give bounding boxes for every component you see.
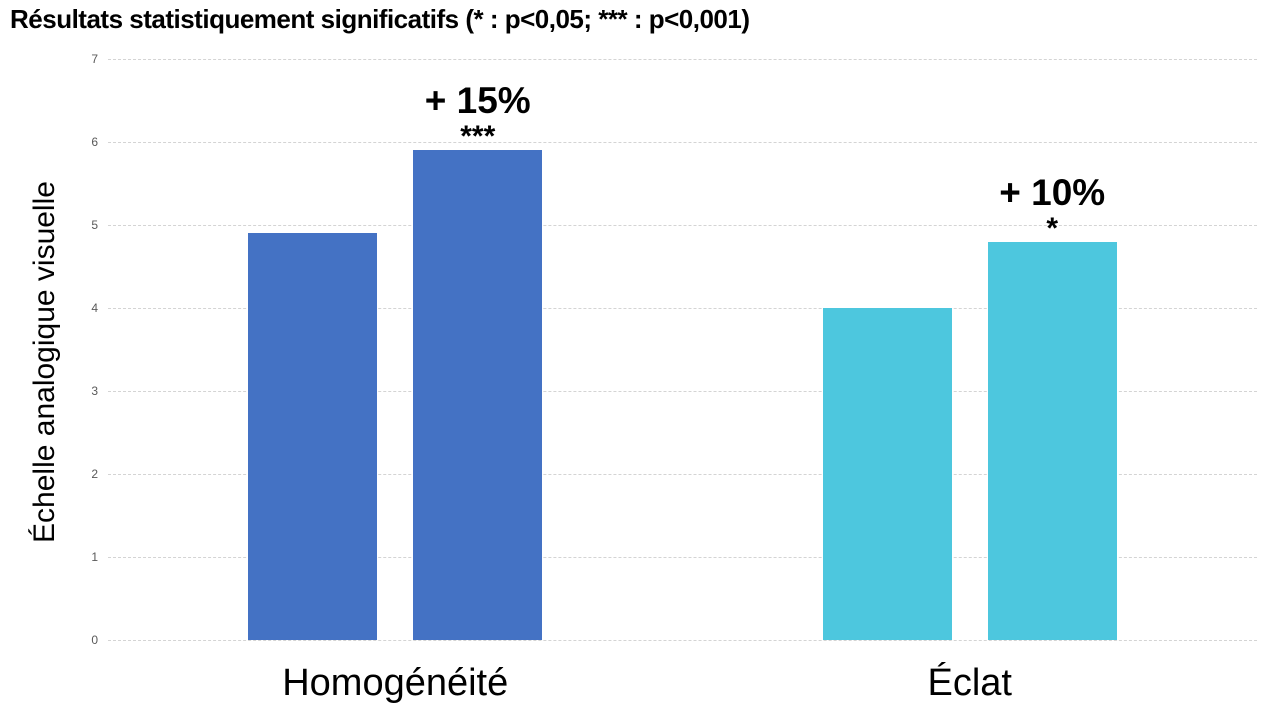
y-tick-label: 4 — [91, 301, 98, 315]
category-label: Éclat — [927, 662, 1012, 704]
bar-1-1 — [248, 233, 378, 640]
y-tick-label: 0 — [91, 633, 98, 647]
y-tick-label: 2 — [91, 467, 98, 481]
significance-stars: *** — [460, 120, 496, 154]
gridline — [108, 225, 1257, 226]
y-tick-label: 1 — [91, 550, 98, 564]
bar-2-2 — [987, 241, 1117, 640]
gridline — [108, 391, 1257, 392]
chart-title: Résultats statistiquement significatifs … — [10, 4, 750, 34]
category-label: Homogénéité — [282, 662, 509, 704]
gridline — [108, 640, 1257, 641]
y-tick-label: 6 — [91, 135, 98, 149]
percent-annotation: + 15% — [424, 80, 531, 122]
significance-stars: * — [1046, 211, 1059, 245]
gridline — [108, 474, 1257, 475]
bar-2-1 — [822, 308, 952, 640]
y-tick-label: 5 — [91, 218, 98, 232]
gridline — [108, 142, 1257, 143]
y-tick-label: 3 — [91, 384, 98, 398]
bar-1-2 — [413, 150, 543, 640]
gridline — [108, 59, 1257, 60]
y-tick-label: 7 — [91, 52, 98, 66]
percent-annotation: + 10% — [999, 171, 1106, 213]
gridline — [108, 308, 1257, 309]
gridline — [108, 557, 1257, 558]
